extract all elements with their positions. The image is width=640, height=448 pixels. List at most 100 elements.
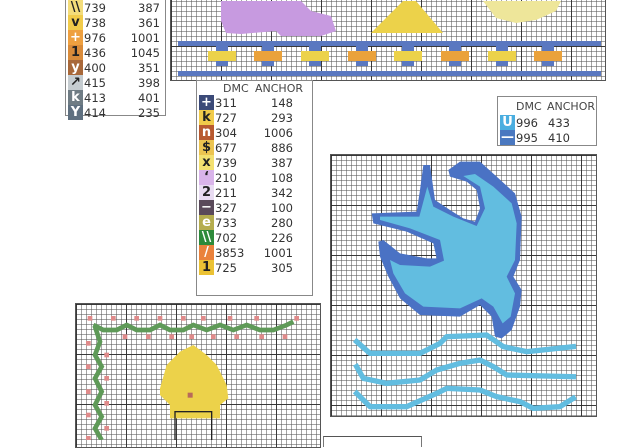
legend-anchor-number: 433: [548, 115, 570, 130]
legend-header-anchor: ANCHOR: [547, 100, 596, 113]
legend-header-dmc: DMC: [223, 82, 249, 95]
color-legend-right: DMC ANCHOR U 996 433— 995 410: [497, 96, 597, 146]
pink-stitch: [294, 316, 299, 321]
flower-bottom-stitch: [309, 61, 321, 66]
legend-anchor-number: 410: [548, 130, 570, 145]
flower-top-stitch: [309, 46, 321, 51]
pink-stitch: [87, 316, 93, 321]
fish-body-stitches: [380, 174, 517, 324]
pink-stitch: [227, 316, 233, 321]
legend-dmc-number: 976: [84, 30, 106, 45]
legend-dmc-number: 413: [84, 90, 106, 105]
legend-row: — 995 410: [500, 130, 595, 145]
flower-bottom-stitch: [262, 61, 274, 66]
legend-dmc-number: 400: [84, 60, 106, 75]
legend-anchor-number: 401: [138, 90, 160, 105]
legend-anchor-number: 108: [271, 170, 293, 185]
pink-stitch: [104, 401, 109, 406]
pink-stitch: [86, 436, 91, 440]
legend-row: k 413 401: [68, 90, 163, 105]
legend-row: y 400 351: [68, 60, 163, 75]
pink-stitch: [86, 412, 91, 418]
color-legend-left: \\ 739 387 v 738 361 + 976 1001 1 436 1045 y…: [65, 0, 166, 120]
legend-symbol-swatch: U: [500, 115, 515, 130]
legend-symbol-swatch: y: [68, 60, 83, 75]
legend-dmc-number: 210: [215, 170, 237, 185]
flower-bottom-stitch: [216, 61, 228, 66]
flower-top-stitch: [496, 46, 508, 51]
legend-symbol-swatch: e: [199, 215, 214, 230]
legend-dmc-number: 414: [84, 105, 106, 120]
pink-stitch: [146, 334, 151, 339]
legend-symbol-swatch: k: [68, 90, 83, 105]
pink-stitch: [104, 426, 109, 431]
legend-symbol-swatch: /: [199, 245, 214, 260]
legend-row: 1 436 1045: [68, 45, 163, 60]
legend-symbol-swatch: —: [500, 130, 515, 145]
pale-yellow-motif: [483, 1, 561, 23]
legend-anchor-number: 387: [271, 155, 293, 170]
pink-stitch: [86, 341, 91, 346]
legend-symbol-swatch: +: [68, 30, 83, 45]
pink-stitch: [86, 389, 91, 394]
legend-symbol-swatch: 2: [199, 185, 214, 200]
legend-dmc-number: 733: [215, 215, 237, 230]
legend-row: k 727 293: [199, 110, 294, 125]
pink-stitch: [181, 316, 186, 321]
legend-anchor-number: 1001: [263, 245, 293, 260]
flower-top-stitch: [542, 46, 554, 51]
legend-row: U 996 433: [500, 115, 595, 130]
flower-petal-stitch: [534, 51, 562, 61]
legend-anchor-number: 398: [138, 75, 160, 90]
legend-row: $ 677 886: [199, 140, 294, 155]
pink-stitch: [157, 316, 163, 321]
legend-anchor-number: 361: [138, 15, 160, 30]
flower-top-stitch: [262, 46, 274, 51]
legend-row: 1 725 305: [199, 260, 294, 275]
pink-stitch: [234, 334, 239, 339]
legend-row: \\ 702 226: [199, 230, 294, 245]
top-pattern-stitches: [178, 1, 601, 76]
pink-stitch: [201, 316, 206, 321]
legend-symbol-swatch: n: [199, 125, 214, 140]
legend-anchor-number: 293: [271, 110, 293, 125]
legend-dmc-number: 739: [84, 0, 106, 15]
yellow-heart-motif: [160, 345, 229, 419]
pink-stitch: [189, 334, 194, 339]
legend-dmc-number: 738: [84, 15, 106, 30]
legend-row: + 311 148: [199, 95, 294, 110]
green-vine-vertical: [92, 325, 105, 440]
legend-anchor-number: 148: [271, 95, 293, 110]
legend-symbol-swatch: v: [68, 15, 83, 30]
flower-petal-stitch: [301, 51, 329, 61]
legend-symbol-swatch: x: [199, 155, 214, 170]
pink-stitch: [134, 316, 139, 321]
legend-symbol-swatch: 1: [199, 260, 214, 275]
legend-symbol-swatch: \\: [199, 230, 214, 245]
legend-header-dmc: DMC: [516, 100, 542, 113]
pink-stitch: [111, 316, 116, 321]
legend-symbol-swatch: +: [199, 95, 214, 110]
pink-stitch: [282, 334, 288, 339]
legend-anchor-number: 280: [271, 215, 293, 230]
legend-row: e 733 280: [199, 215, 294, 230]
pink-stitch: [211, 334, 216, 339]
flower-top-stitch: [402, 46, 414, 51]
pink-stitch: [104, 376, 109, 381]
legend-row: + 976 1001: [68, 30, 163, 45]
legend-anchor-number: 226: [271, 230, 293, 245]
yellow-triangle-motif: [371, 1, 443, 33]
heart-pattern-stitches: [86, 316, 299, 440]
legend-symbol-swatch: $: [199, 140, 214, 155]
legend-symbol-swatch: ‘: [199, 170, 214, 185]
legend-row: \\ 739 387: [68, 0, 163, 15]
legend-anchor-number: 886: [271, 140, 293, 155]
legend-row: − 327 100: [199, 200, 294, 215]
flower-bottom-stitch: [449, 61, 461, 66]
flower-petal-stitch: [208, 51, 236, 61]
legend-dmc-number: 702: [215, 230, 237, 245]
legend-row: 2 211 342: [199, 185, 294, 200]
legend-dmc-number: 311: [215, 95, 237, 110]
center-stitch: [187, 392, 193, 398]
flower-petal-stitch: [488, 51, 516, 61]
